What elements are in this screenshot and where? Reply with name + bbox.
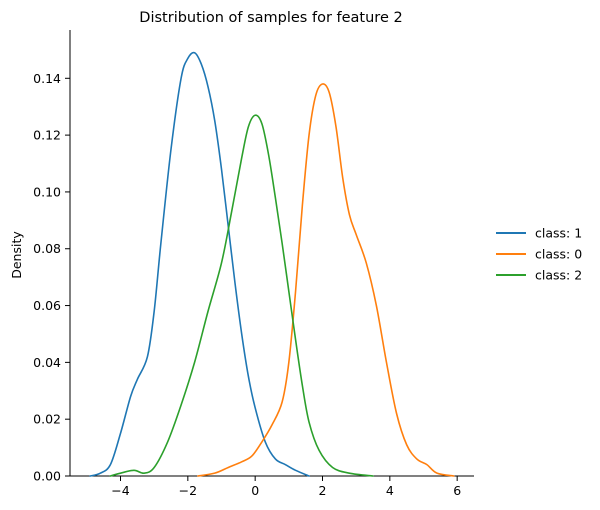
x-tick-label: 4 xyxy=(386,483,394,498)
x-tick-label: 6 xyxy=(453,483,461,498)
y-tick-label: 0.12 xyxy=(33,128,61,143)
y-axis-label: Density xyxy=(9,231,24,279)
x-tick-label: 0 xyxy=(251,483,259,498)
y-tick-label: 0.02 xyxy=(33,412,61,427)
y-tick-label: 0.04 xyxy=(33,355,61,370)
x-tick-label: −2 xyxy=(179,483,197,498)
y-tick-label: 0.14 xyxy=(33,71,61,86)
plot-area: −4 −2 0 2 4 6 0.00 0.02 0.04 0.06 0.08 0.10 0.12 0.14 xyxy=(33,30,474,498)
series-line-class-2 xyxy=(109,114,374,477)
series-line-class-0 xyxy=(197,83,455,477)
y-tick-label: 0.10 xyxy=(33,184,61,199)
y-tick-label: 0.08 xyxy=(33,241,61,256)
x-tick-label: −4 xyxy=(111,483,129,498)
series-line-class-1 xyxy=(89,51,310,477)
legend-label-class-2: class: 2 xyxy=(535,268,582,283)
x-tick-label: 2 xyxy=(319,483,327,498)
legend-label-class-1: class: 1 xyxy=(535,226,582,241)
legend-label-class-0: class: 0 xyxy=(535,247,582,262)
legend: class: 1 class: 0 class: 2 xyxy=(496,226,582,283)
chart-title: Distribution of samples for feature 2 xyxy=(139,10,402,26)
y-tick-label: 0.00 xyxy=(33,469,61,484)
y-tick-label: 0.06 xyxy=(33,298,61,313)
